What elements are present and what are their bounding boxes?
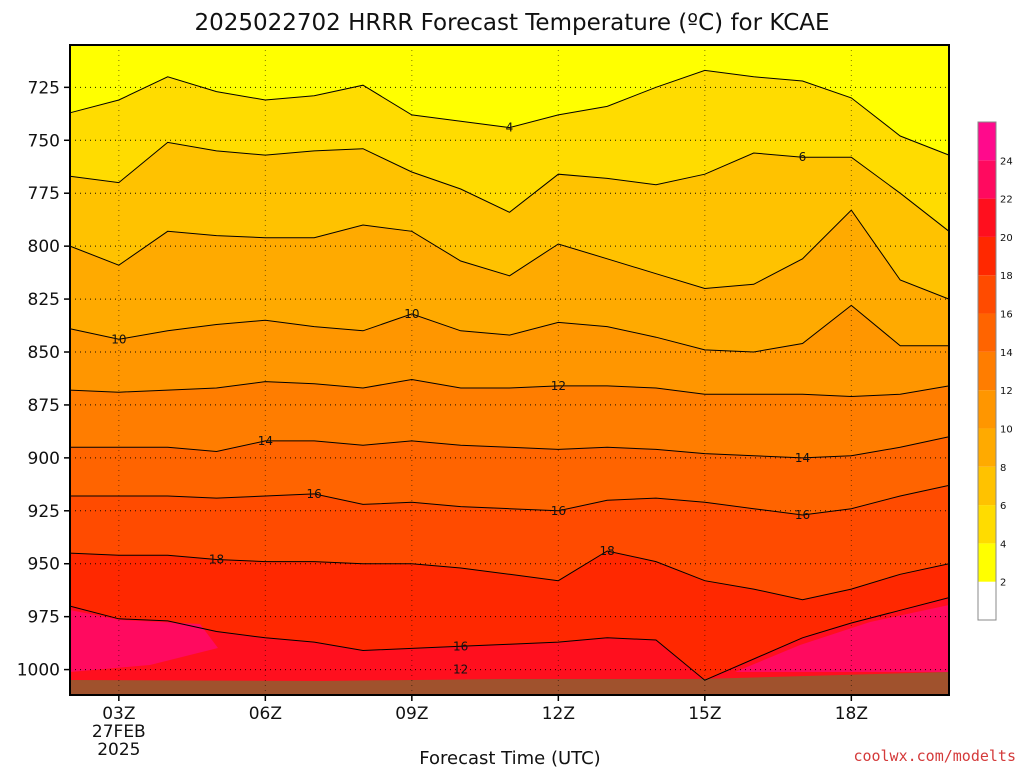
colorbar-swatch [978, 505, 996, 544]
contour-18 [69, 550, 950, 601]
ground-fill [70, 672, 949, 695]
y-tick-label: 800 [28, 237, 60, 257]
y-tick-label: 750 [28, 131, 60, 151]
plot-grid [70, 45, 949, 695]
contour-label: 6 [799, 150, 807, 164]
colorbar-frame [977, 121, 997, 621]
y-tick-label: 875 [28, 396, 60, 416]
contour-16 [70, 484, 950, 516]
y-tick-label: 725 [28, 78, 60, 98]
colorbar-swatch [978, 160, 996, 199]
colorbar-label: 22 [1000, 195, 1013, 206]
contour-20 [69, 597, 950, 681]
x-tick-label: 06Z [249, 704, 282, 724]
y-tick-label: 950 [28, 555, 60, 575]
colorbar-swatch [978, 313, 996, 352]
colorbar-label: 14 [1000, 348, 1013, 359]
y-tick-label: 850 [28, 343, 60, 363]
colorbar-swatch [978, 466, 996, 506]
contour-label: 16 [307, 487, 322, 501]
contour-label: 12 [453, 663, 468, 677]
x-tick-label: 18Z [835, 704, 868, 724]
contour-14 [70, 436, 950, 459]
plot-fills [70, 45, 949, 695]
y-tick-label: 975 [28, 608, 60, 628]
y-axis: 725 750 775 800 825 850 875 900 925 950 975 1000 [17, 78, 70, 681]
chart-title: 2025022702 HRRR Forecast Temperature (ºC… [194, 10, 829, 36]
contour-label: 14 [258, 434, 273, 448]
fill-pocket-warm-left [70, 610, 218, 672]
colorbar-label: 12 [1000, 386, 1013, 397]
plot-frame [69, 44, 950, 696]
plot-labels: 4 6 10 10 12 14 14 16 16 16 18 18 16 12 [111, 121, 810, 677]
colorbar-label: 24 [1000, 156, 1013, 167]
colorbar-swatch [978, 198, 996, 237]
colorbar-label: 8 [1000, 463, 1006, 474]
colorbar-swatch [978, 428, 996, 467]
y-tick-label: 1000 [17, 661, 60, 681]
contour-8 [69, 209, 950, 300]
plot-contours [69, 69, 950, 681]
fill-band-20 [70, 597, 949, 695]
y-tick-label: 825 [28, 290, 60, 310]
colorbar-label: 2 [1000, 578, 1006, 589]
colorbar-swatch [978, 543, 996, 582]
contour-12 [69, 378, 950, 398]
x-tick-label: 15Z [688, 704, 721, 724]
contour-label: 12 [551, 379, 566, 393]
fill-pocket-warm-right [735, 605, 949, 672]
colorbar-swatch [978, 581, 996, 620]
x-tick-label: 09Z [395, 704, 428, 724]
y-tick-label: 900 [28, 449, 60, 469]
credit-text: coolwx.com/modelts [853, 747, 1016, 765]
colorbar-label: 4 [1000, 539, 1006, 550]
colorbar-label: 6 [1000, 501, 1006, 512]
colorbar-swatch [978, 122, 996, 161]
y-tick-label: 925 [28, 502, 60, 522]
y-tick-label: 775 [28, 184, 60, 204]
colorbar-label: 18 [1000, 271, 1013, 282]
contour-label: 18 [209, 552, 224, 566]
contour-label: 16 [795, 508, 810, 522]
contour-10 [69, 304, 949, 353]
colorbar-label: 16 [1000, 310, 1013, 321]
contour-6 [69, 141, 950, 232]
x-date-label: 27FEB [92, 722, 146, 742]
contour-4 [69, 69, 950, 156]
contour-label: 18 [600, 544, 615, 558]
contour-label: 14 [795, 451, 810, 465]
colorbar-swatch [978, 351, 996, 391]
x-axis-label: Forecast Time (UTC) [419, 748, 600, 768]
colorbar-label: 20 [1000, 233, 1013, 244]
x-tick-label: 12Z [542, 704, 575, 724]
colorbar-swatch [978, 275, 996, 314]
x-tick-label: 03Z [102, 704, 135, 724]
contour-label: 4 [506, 121, 514, 135]
contour-label: 10 [404, 307, 419, 321]
x-date-label: 2025 [97, 740, 140, 760]
colorbar-swatch [978, 236, 996, 276]
contour-label: 10 [111, 332, 126, 346]
colorbar-label: 10 [1000, 424, 1013, 435]
colorbar-swatch [978, 390, 996, 429]
contour-label: 16 [453, 639, 468, 653]
contour-label: 16 [551, 504, 566, 518]
